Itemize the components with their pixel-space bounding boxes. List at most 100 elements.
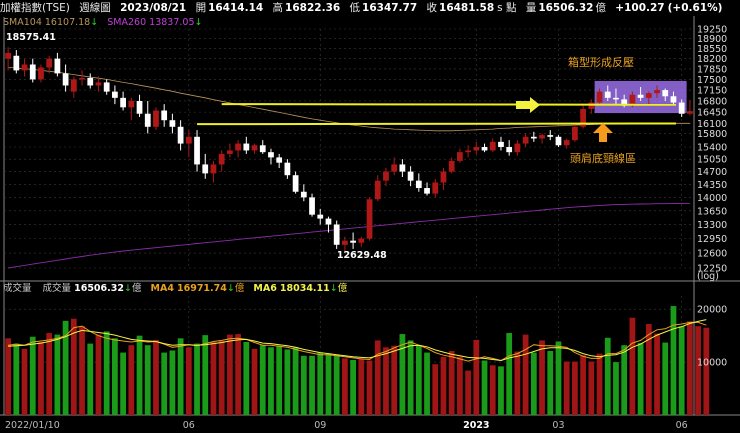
price-tick-label: 15800 (697, 129, 727, 140)
candle-body (185, 136, 192, 144)
volume-bar (555, 341, 562, 415)
candle-body (128, 100, 135, 108)
volume-bar (687, 321, 693, 415)
close-suffix: s 點 (497, 2, 517, 14)
ma6-unit: 億 (337, 283, 348, 294)
volume-bar (596, 353, 603, 415)
volume-bar (251, 348, 258, 415)
volume-bar (399, 334, 406, 415)
candle-body (70, 79, 77, 92)
volume-bar (268, 347, 274, 415)
candle-body (21, 64, 28, 71)
candle-body (448, 160, 455, 172)
candle-body (5, 52, 11, 59)
volume-bar (333, 355, 340, 415)
volume-bar (572, 361, 578, 415)
volume-bar (465, 370, 471, 415)
candle-body (506, 146, 513, 153)
volume-bar (128, 345, 135, 415)
volume-bar (604, 337, 611, 415)
ma4-label: MA4 (150, 283, 174, 294)
candle-body (29, 64, 36, 80)
volume-bar (424, 352, 430, 415)
up-arrow-icon (593, 123, 613, 142)
time-tick-label: 03 (552, 420, 564, 431)
low-label: 低 (349, 2, 361, 14)
candle-body (227, 150, 233, 154)
volume-bar (473, 339, 480, 415)
vol-label: 成交量 (42, 283, 72, 294)
sma104-line (8, 67, 690, 132)
candle-body (489, 141, 496, 151)
volume-bar (645, 324, 652, 415)
candle-body (153, 110, 159, 127)
time-tick-label: 09 (314, 420, 326, 431)
candle-body (596, 91, 603, 103)
volume-bar (629, 317, 636, 415)
volume-bar (522, 334, 529, 415)
close-label: 收 (426, 2, 438, 14)
volume-bar (218, 340, 225, 415)
volume-bar (662, 342, 669, 415)
volume-bars (5, 306, 710, 415)
volume-bar (383, 347, 389, 415)
volume-bar (695, 326, 701, 415)
time-tick-label: 2022/01/10 (5, 420, 60, 431)
volume-bar (112, 338, 118, 415)
candle-body (662, 90, 669, 97)
volume-bar (95, 334, 102, 415)
ma6-arrow: ↓ (329, 283, 338, 294)
volume-bar (5, 338, 11, 415)
volume-bar (391, 345, 398, 415)
time-axis: 2022/01/10 06 09 2023 03 06 (5, 420, 688, 431)
candle-body (424, 188, 430, 194)
candle-body (670, 96, 677, 103)
volume-value: 16506.32 (538, 2, 594, 14)
sma104-value: 16107.18 (44, 17, 91, 28)
candle-body (415, 180, 422, 189)
candle-body (481, 146, 488, 151)
volume-bar (580, 355, 586, 415)
candle-body (62, 73, 69, 86)
volume-bar (235, 334, 241, 415)
change-group: +100.27 (+0.61%) (615, 2, 722, 14)
candle-body (629, 94, 636, 106)
candle-body (309, 197, 315, 215)
volume-gridlines (4, 308, 694, 363)
volume-bar (637, 343, 644, 415)
volume-bar (415, 345, 422, 415)
volume-bar (210, 342, 217, 415)
sma260-arrow: ↓ (194, 17, 203, 28)
candle-body (194, 136, 200, 165)
price-tick-label: 18550 (697, 44, 727, 55)
volume-bar (514, 351, 521, 415)
sma260-line (8, 203, 690, 269)
candle-body (325, 218, 332, 225)
volume-bar (153, 339, 159, 415)
volume-bar (284, 349, 291, 415)
volume-ma4-line (8, 321, 707, 362)
candle-body (235, 143, 241, 151)
volume-bar (300, 355, 307, 415)
candle-body (284, 162, 291, 176)
candle-body (572, 126, 578, 141)
candle-body (588, 102, 595, 109)
candle-body (54, 58, 61, 74)
candle-body (498, 141, 504, 147)
right-arrow-icon (516, 97, 540, 113)
candle-body (383, 171, 389, 181)
candle-body (547, 135, 554, 137)
box-resistance-label: 箱型形成反壓 (568, 55, 634, 69)
high-marker-label: 18575.41 (6, 32, 56, 43)
log-scale-label: (log) (697, 271, 719, 282)
close-group: 收 16481.58 s 點 (427, 2, 517, 14)
ma4-unit: 億 (234, 283, 245, 294)
candle-body (613, 97, 619, 100)
candle-body (259, 145, 266, 153)
volume-bar (678, 326, 685, 415)
volume-bar (144, 345, 151, 415)
volume-bar (350, 359, 356, 415)
candle-body (46, 58, 53, 68)
volume-bar (161, 352, 168, 415)
volume-tick-label: 20000 (697, 305, 727, 316)
